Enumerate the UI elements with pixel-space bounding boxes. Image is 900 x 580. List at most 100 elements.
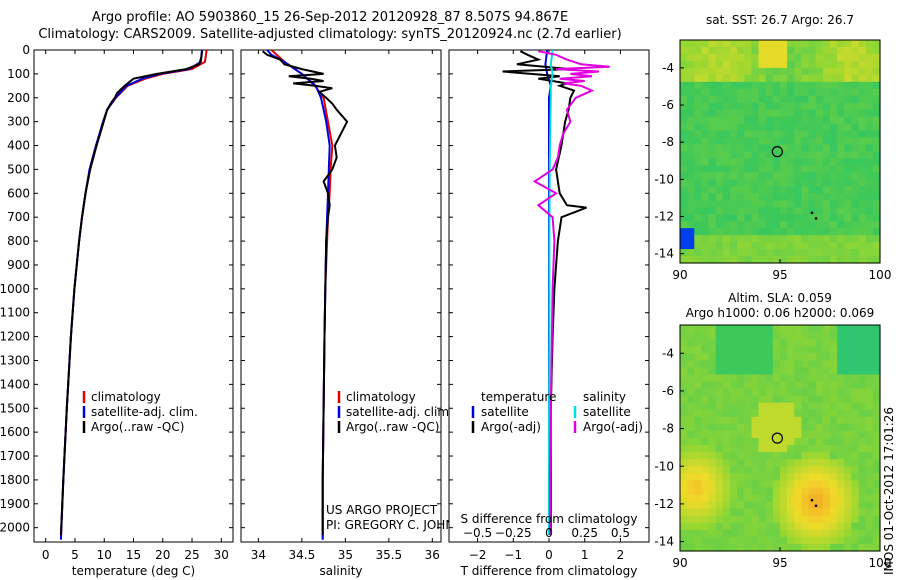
- heatmap-cell: [851, 130, 860, 139]
- heatmap-cell: [830, 501, 838, 510]
- heatmap-cell: [801, 46, 810, 55]
- heatmap-cell: [701, 529, 710, 538]
- heatmap-cell: [837, 395, 845, 404]
- heatmap-cell: [722, 438, 731, 446]
- heatmap-cell: [858, 88, 867, 97]
- heatmap-cell: [844, 137, 853, 146]
- heatmap-cell: [844, 242, 853, 250]
- heatmap-cell: [872, 402, 881, 411]
- heatmap-cell: [815, 88, 824, 97]
- heatmap-cell: [730, 228, 738, 236]
- heatmap-cell: [765, 529, 774, 538]
- heatmap-cell: [787, 473, 795, 481]
- x-axis-label: salinity: [319, 564, 362, 578]
- heatmap-cell: [815, 116, 824, 125]
- heatmap-cell: [815, 409, 824, 418]
- heatmap-cell: [694, 543, 703, 552]
- heatmap-cell: [708, 438, 717, 446]
- heatmap-cell: [765, 67, 774, 76]
- heatmap-cell: [830, 529, 838, 538]
- heatmap-cell: [851, 423, 860, 432]
- heatmap-cell: [715, 325, 724, 333]
- heatmap-cell: [837, 515, 845, 524]
- heatmap-cell: [822, 242, 831, 250]
- heatmap-cell: [680, 381, 688, 390]
- heatmap-cell: [730, 40, 738, 48]
- heatmap-cell: [680, 466, 688, 474]
- heatmap-cell: [858, 235, 867, 243]
- heatmap-cell: [808, 81, 817, 90]
- heatmap-cell: [794, 487, 803, 496]
- heatmap-cell: [772, 416, 781, 425]
- heatmap-cell: [780, 81, 788, 90]
- heatmap-cell: [737, 221, 745, 229]
- heatmap-cell: [722, 423, 731, 432]
- heatmap-cell: [808, 123, 817, 132]
- heatmap-cell: [780, 102, 788, 111]
- heatmap-cell: [830, 543, 838, 552]
- heatmap-cell: [844, 95, 853, 104]
- heatmap-cell: [701, 409, 710, 418]
- heatmap-cell: [730, 151, 738, 160]
- heatmap-cell: [758, 445, 767, 453]
- heatmap-cell: [815, 480, 824, 489]
- heatmap-cell: [722, 88, 731, 97]
- heatmap-cell: [780, 374, 788, 383]
- heatmap-cell: [872, 374, 881, 383]
- heatmap-cell: [787, 339, 795, 347]
- heatmap-cell: [715, 367, 724, 376]
- heatmap-cell: [844, 438, 853, 446]
- heatmap-cell: [801, 214, 810, 222]
- heatmap-cell: [758, 242, 767, 250]
- heatmap-cell: [708, 102, 717, 111]
- heatmap-cell: [715, 529, 724, 538]
- heatmap-cell: [765, 480, 774, 489]
- heatmap-cell: [715, 256, 724, 264]
- heatmap-cell: [708, 249, 717, 257]
- heatmap-cell: [701, 438, 710, 446]
- heatmap-cell: [751, 459, 760, 467]
- heatmap-cell: [794, 480, 803, 489]
- heatmap-cell: [744, 494, 753, 503]
- heatmap-cell: [815, 459, 824, 467]
- heatmap-cell: [715, 200, 724, 208]
- heatmap-cell: [722, 214, 731, 222]
- heatmap-cell: [872, 95, 881, 104]
- heatmap-cell: [851, 346, 860, 354]
- heatmap-cell: [808, 179, 817, 187]
- heatmap-cell: [844, 207, 853, 215]
- heatmap-cell: [872, 130, 881, 139]
- heatmap-cell: [801, 480, 810, 489]
- heatmap-cell: [772, 402, 781, 411]
- heatmap-cell: [794, 214, 803, 222]
- heatmap-cell: [837, 473, 845, 481]
- heatmap-cell: [758, 494, 767, 503]
- heatmap-cell: [794, 235, 803, 243]
- heatmap-cell: [844, 179, 853, 187]
- heatmap-cell: [837, 374, 845, 383]
- heatmap-cell: [851, 353, 860, 361]
- heatmap-cell: [865, 81, 874, 90]
- heatmap-cell: [801, 438, 810, 446]
- heatmap-cell: [822, 452, 831, 460]
- heatmap-cell: [830, 381, 838, 390]
- heatmap-cell: [865, 529, 874, 538]
- heatmap-cell: [780, 332, 788, 340]
- heatmap-cell: [808, 487, 817, 496]
- heatmap-cell: [687, 158, 695, 167]
- heatmap-cell: [865, 158, 874, 167]
- heatmap-cell: [808, 360, 817, 368]
- heatmap-cell: [715, 332, 724, 340]
- heatmap-cell: [680, 67, 688, 76]
- heatmap-cell: [844, 466, 853, 474]
- heatmap-cell: [687, 381, 695, 390]
- heatmap-cell: [708, 40, 717, 48]
- heatmap-cell: [722, 74, 731, 83]
- heatmap-cell: [701, 480, 710, 489]
- heatmap-cell: [737, 388, 745, 397]
- heatmap-cell: [751, 193, 760, 201]
- heatmap-cell: [865, 494, 874, 503]
- x-tick-label: 25: [184, 548, 199, 562]
- heatmap-cell: [737, 445, 745, 453]
